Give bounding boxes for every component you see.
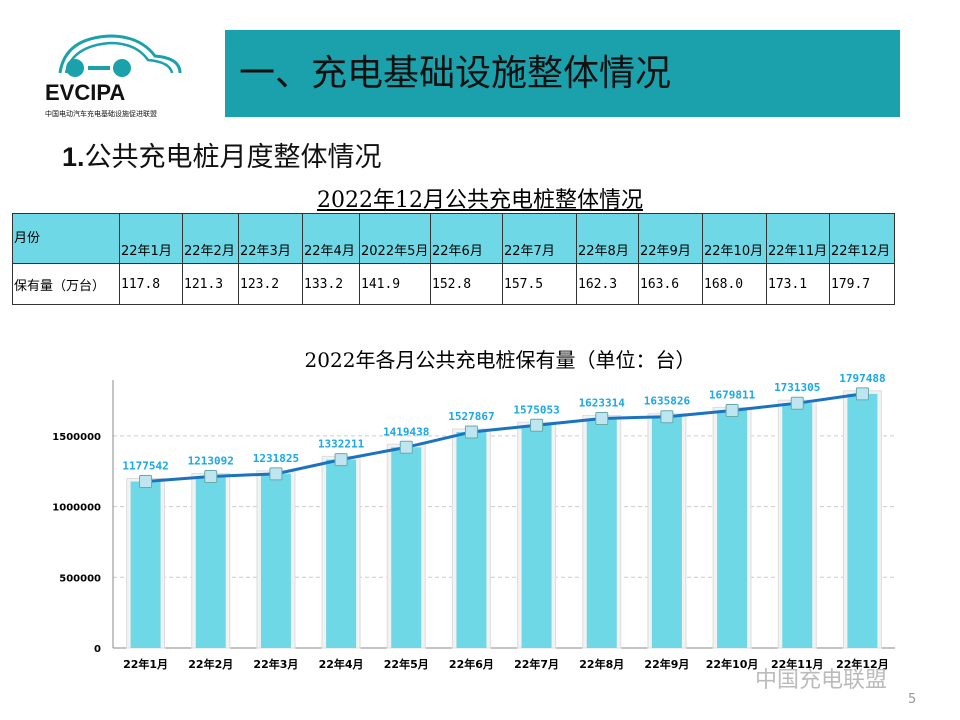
value-cell: 163.6 [638, 263, 703, 305]
data-label: 1731305 [774, 381, 820, 394]
month-cell: 22年11月 [766, 213, 830, 264]
bar [195, 476, 226, 648]
line-marker [530, 418, 544, 432]
bar [326, 459, 357, 648]
y-tick-label: 0 [94, 644, 101, 655]
data-label: 1679811 [709, 388, 756, 401]
row-header-month: 月份 [12, 213, 120, 264]
line-marker [139, 474, 153, 488]
x-tick-label: 22年1月 [123, 657, 168, 670]
section-title: 公共充电桩月度整体情况 [84, 142, 382, 173]
page-number: 5 [908, 692, 917, 707]
data-label: 1231825 [253, 452, 299, 465]
month-cell: 22年10月 [702, 213, 767, 264]
line-marker [269, 467, 283, 481]
bar-chart: 2022年各月公共充电桩保有量（单位：台） 0 500000 1000000 15000… [52, 348, 895, 670]
data-label: 1635826 [644, 395, 691, 408]
value-cell: 133.2 [302, 263, 360, 305]
table-title: 2022年12月公共充电桩整体情况 [317, 188, 643, 213]
x-tick-label: 22年2月 [188, 657, 233, 670]
line-marker [855, 387, 869, 401]
line-marker [725, 403, 739, 417]
slide-title: 一、充电基础设施整体情况 [239, 53, 672, 94]
month-cell: 22年8月 [576, 213, 639, 264]
data-table: 月份 22年1月 22年2月 22年3月 22年4月 2022年5月 22年6月 22年7月 2… [12, 213, 895, 305]
data-label: 1332211 [318, 438, 365, 451]
header-row: 月份 22年1月 22年2月 22年3月 22年4月 2022年5月 22年6月 22年7月 2… [12, 213, 895, 264]
x-tick-label: 22年5月 [384, 657, 429, 670]
value-cell: 152.8 [430, 263, 503, 305]
x-tick-label: 22年4月 [319, 657, 364, 670]
line-marker [595, 411, 609, 425]
line-marker [660, 410, 674, 424]
bar [651, 416, 682, 648]
month-cell: 22年3月 [238, 213, 303, 264]
chart-title: 2022年各月公共充电桩保有量（单位：台） [305, 348, 696, 372]
data-label: 1213092 [188, 454, 234, 467]
data-label: 1623314 [579, 396, 626, 409]
month-cell: 2022年5月 [359, 213, 431, 264]
bar [130, 481, 161, 648]
x-tick-label: 22年7月 [514, 657, 559, 670]
month-cell: 22年7月 [502, 213, 577, 264]
y-tick-label: 1500000 [52, 432, 101, 443]
line-marker [204, 469, 218, 483]
month-cell: 22年12月 [829, 213, 895, 264]
value-cell: 179.7 [829, 263, 895, 305]
section-number: 1. [62, 142, 85, 172]
value-cell: 173.1 [766, 263, 830, 305]
section-heading: 1.公共充电桩月度整体情况 [62, 135, 382, 174]
data-label: 1575053 [513, 403, 559, 416]
x-tick-label: 22年8月 [579, 657, 624, 670]
row-header-count: 保有量（万台） [12, 263, 120, 305]
value-cell: 117.8 [119, 263, 183, 305]
evcipa-logo: EVCIPA 中国电动汽车充电基础设施促进联盟 [40, 28, 210, 120]
bar [586, 418, 617, 648]
bar [782, 403, 813, 648]
x-tick-label: 22年11月 [771, 657, 824, 670]
value-cell: 121.3 [182, 263, 239, 305]
y-tick-label: 1000000 [52, 503, 101, 514]
line-marker [334, 453, 348, 467]
bar [456, 431, 487, 648]
x-tick-label: 22年3月 [253, 657, 298, 670]
x-tick-label: 22年9月 [644, 657, 689, 670]
watermark: 中国充电联盟 [755, 668, 888, 693]
value-row: 保有量（万台） 117.8 121.3 123.2 133.2 141.9 152.8 157… [12, 263, 895, 305]
y-tick-label: 500000 [59, 573, 101, 584]
line-marker [399, 440, 413, 454]
bar [847, 393, 878, 648]
bar [391, 447, 422, 648]
data-label: 1177542 [122, 459, 168, 472]
value-cell: 168.0 [702, 263, 767, 305]
title-bar: 一、充电基础设施整体情况 [225, 30, 900, 117]
svg-text:中国电动汽车充电基础设施促进联盟: 中国电动汽车充电基础设施促进联盟 [45, 109, 157, 118]
bar [260, 473, 291, 648]
x-tick-label: 22年12月 [836, 657, 889, 670]
line-marker [790, 396, 804, 410]
value-cell: 162.3 [576, 263, 639, 305]
value-cell: 123.2 [238, 263, 303, 305]
x-tick-label: 22年6月 [449, 657, 494, 670]
month-cell: 22年9月 [638, 213, 703, 264]
month-cell: 22年4月 [302, 213, 360, 264]
bar [717, 410, 748, 648]
x-tick-label: 22年10月 [706, 657, 759, 670]
month-cell: 22年6月 [430, 213, 503, 264]
data-label: 1527867 [448, 410, 494, 423]
month-cell: 22年1月 [119, 213, 183, 264]
value-cell: 141.9 [359, 263, 431, 305]
data-label: 1419438 [383, 425, 429, 438]
bar [521, 425, 552, 648]
trend-line [145, 392, 863, 483]
line-marker [464, 425, 478, 439]
data-label: 1797488 [839, 372, 885, 385]
svg-text:EVCIPA: EVCIPA [45, 80, 125, 105]
value-cell: 157.5 [502, 263, 577, 305]
month-cell: 22年2月 [182, 213, 239, 264]
